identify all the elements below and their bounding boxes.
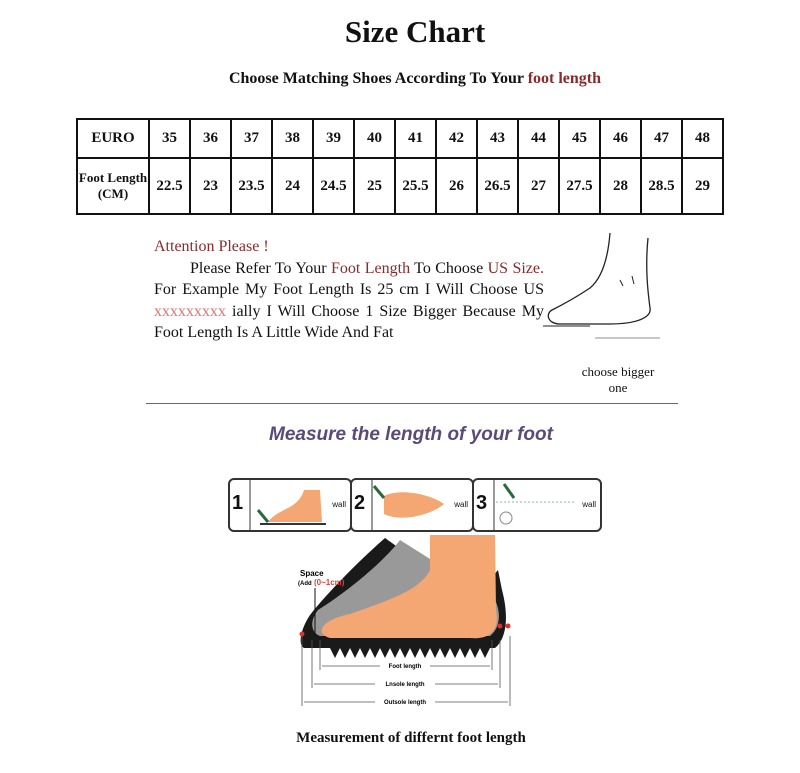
step-number: 2 <box>354 492 366 514</box>
note-text: ially I Will Choose 1 Size Bigger Becaus… <box>154 302 544 342</box>
foot-side-icon <box>249 480 326 530</box>
euro-size-cell: 46 <box>599 118 642 159</box>
euro-size-cell: 37 <box>230 118 273 159</box>
space-range-label: (0~1cm) <box>314 578 345 587</box>
foot-length-cell: 23.5 <box>230 157 273 215</box>
ruler-icon <box>493 480 576 530</box>
euro-size-cell: 44 <box>517 118 560 159</box>
subtitle-text: Choose Matching Shoes According To Your <box>228 70 528 87</box>
wall-label: wall <box>582 500 596 509</box>
euro-size-cell: 43 <box>476 118 519 159</box>
note-text: To Choose <box>410 259 488 277</box>
euro-size-cell: 47 <box>640 118 683 159</box>
euro-size-cell: 41 <box>394 118 437 159</box>
space-label: Space <box>300 569 324 578</box>
foot-length-cell: 26.5 <box>476 157 519 215</box>
note-highlight: US Size. <box>487 259 544 277</box>
choose-bigger-label: choose bigger one <box>581 364 655 395</box>
note-text: For Example My Foot Length Is 25 cm I Wi… <box>154 281 544 298</box>
step-2: 2 wall <box>350 478 474 532</box>
wall-label: wall <box>454 500 468 509</box>
insole-length-label: Lnsole length <box>386 682 425 688</box>
step-number: 3 <box>476 492 488 514</box>
note-redacted: xxxxxxxxx <box>154 302 226 320</box>
foot-length-cell: 28.5 <box>640 157 683 215</box>
foot-length-cell: 25 <box>353 157 396 215</box>
euro-size-cell: 38 <box>271 118 314 159</box>
foot-length-cell: 28 <box>599 157 642 215</box>
euro-size-cell: 42 <box>435 118 478 159</box>
size-table: EURO 35 36 37 38 39 40 41 42 43 44 45 46 47 48 Foot L… <box>76 118 724 215</box>
foot-icon <box>321 535 497 639</box>
wall-label: wall <box>332 500 346 509</box>
row-header-foot-length: Foot Length (CM) <box>76 157 150 215</box>
subtitle: Choose Matching Shoes According To Your … <box>0 70 800 88</box>
page-title: Size Chart <box>344 14 486 49</box>
foot-length-cell: 27.5 <box>558 157 601 215</box>
euro-size-cell: 36 <box>189 118 232 159</box>
space-add-label: (Add <box>298 581 312 587</box>
euro-size-cell: 39 <box>312 118 355 159</box>
divider <box>146 403 678 404</box>
euro-size-cell: 35 <box>148 118 191 159</box>
shoe-measurement-diagram: Space (Add (0~1cm) Foot length Lnsole le… <box>298 535 511 706</box>
note-highlight: Foot Length <box>331 259 411 277</box>
euro-size-cell: 48 <box>681 118 724 159</box>
foot-length-cell: 25.5 <box>394 157 437 215</box>
step-3: 3 wall <box>472 478 602 532</box>
row-header-euro: EURO <box>76 118 150 159</box>
foot-length-cell: 24 <box>271 157 314 215</box>
outsole-length-label: Outsole length <box>384 700 426 706</box>
subtitle-highlight: foot length <box>527 70 602 87</box>
euro-size-cell: 40 <box>353 118 396 159</box>
foot-length-cell: 22.5 <box>148 157 191 215</box>
euro-row: EURO 35 36 37 38 39 40 41 42 43 44 45 46 47 48 <box>76 118 724 159</box>
foot-length-cell: 24.5 <box>312 157 355 215</box>
note-heading: Attention Please ! <box>154 238 269 255</box>
note-text: Please Refer To Your <box>190 259 332 277</box>
foot-length-cell: 29 <box>681 157 724 215</box>
euro-size-cell: 45 <box>558 118 601 159</box>
foot-top-icon <box>371 480 444 530</box>
diagram-caption: Measurement of differnt foot length <box>296 730 526 746</box>
foot-length-cell: 27 <box>517 157 560 215</box>
step-1: 1 wall <box>228 478 352 532</box>
foot-sketch-icon <box>543 232 660 339</box>
foot-length-cell: 26 <box>435 157 478 215</box>
foot-length-cell: 23 <box>189 157 232 215</box>
foot-length-row: Foot Length (CM) 22.5 23 23.5 24 24.5 25 25.5 2… <box>76 157 724 215</box>
step-number: 1 <box>232 492 244 514</box>
attention-note: Attention Please ! Please Refer To Your … <box>154 236 544 344</box>
measure-heading: Measure the length of your foot <box>269 424 553 445</box>
foot-length-label: Foot length <box>389 664 422 670</box>
